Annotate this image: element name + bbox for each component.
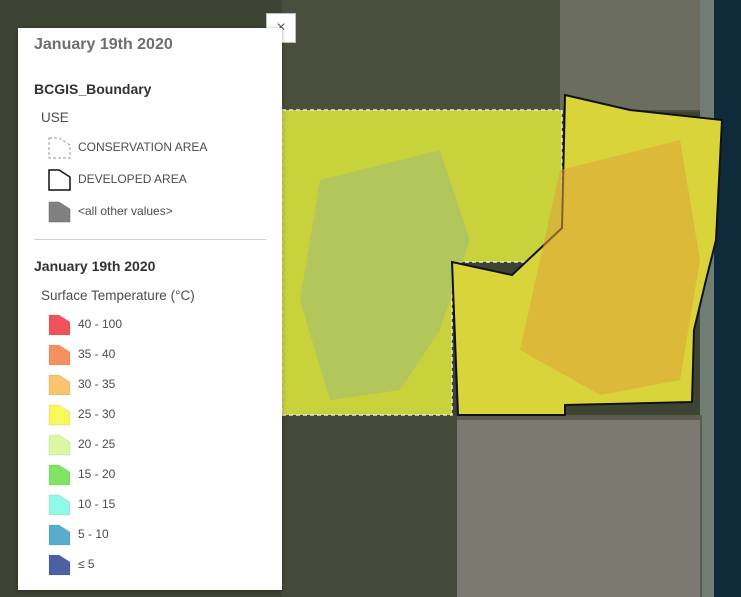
temperature-swatch bbox=[48, 524, 71, 546]
temperature-class-row: 40 - 100 bbox=[46, 313, 276, 337]
temperature-layer-title: January 19th 2020 bbox=[34, 258, 156, 274]
temperature-class-row: 25 - 30 bbox=[46, 403, 276, 427]
legend-divider bbox=[34, 239, 266, 240]
legend-item-label: <all other values> bbox=[78, 204, 173, 218]
basemap-southwest-wetland bbox=[282, 415, 457, 597]
temperature-swatch bbox=[48, 314, 71, 336]
legend-item-developed-area: DEVELOPED AREA bbox=[46, 168, 276, 192]
gray-polygon-symbol bbox=[48, 201, 71, 223]
temperature-class-label: 30 - 35 bbox=[78, 377, 116, 391]
basemap-south-urban bbox=[450, 420, 700, 597]
temperature-swatch bbox=[48, 554, 71, 576]
temperature-swatch bbox=[48, 374, 71, 396]
temperature-swatch bbox=[48, 464, 71, 486]
boundary-layer-title: BCGIS_Boundary bbox=[34, 81, 152, 97]
temperature-class-label: 35 - 40 bbox=[78, 347, 116, 361]
dashed-polygon-symbol bbox=[48, 137, 71, 159]
temperature-class-label: 25 - 30 bbox=[78, 407, 116, 421]
solid-polygon-symbol bbox=[48, 169, 71, 191]
temperature-swatch bbox=[48, 344, 71, 366]
basemap-northeast-urban bbox=[560, 0, 710, 110]
temperature-swatch bbox=[48, 494, 71, 516]
legend-title: January 19th 2020 bbox=[34, 36, 173, 53]
temperature-class-label: 5 - 10 bbox=[78, 527, 109, 541]
temperature-class-label: ≤ 5 bbox=[78, 557, 95, 571]
temperature-class-row: 35 - 40 bbox=[46, 343, 276, 367]
temperature-class-row: 15 - 20 bbox=[46, 463, 276, 487]
temperature-class-row: 30 - 35 bbox=[46, 373, 276, 397]
temperature-class-label: 10 - 15 bbox=[78, 497, 116, 511]
temperature-swatch bbox=[48, 434, 71, 456]
legend-item-label: DEVELOPED AREA bbox=[78, 172, 187, 186]
developed-warm-zone bbox=[520, 140, 700, 395]
temperature-swatch bbox=[48, 404, 71, 426]
temperature-class-row: ≤ 5 bbox=[46, 553, 276, 577]
conservation-cool-zone bbox=[300, 150, 470, 400]
legend-item-conservation-area: CONSERVATION AREA bbox=[46, 136, 276, 160]
boundary-field-label: USE bbox=[41, 110, 69, 125]
temperature-class-label: 40 - 100 bbox=[78, 317, 123, 331]
temperature-class-row: 5 - 10 bbox=[46, 523, 276, 547]
temperature-class-row: 10 - 15 bbox=[46, 493, 276, 517]
legend-item-all-other-values: <all other values> bbox=[46, 200, 276, 224]
legend-item-label: CONSERVATION AREA bbox=[78, 140, 208, 154]
temperature-class-label: 15 - 20 bbox=[78, 467, 116, 481]
ocean bbox=[712, 0, 741, 597]
temperature-field-label: Surface Temperature (°C) bbox=[41, 288, 195, 303]
legend-panel: January 19th 2020 BCGIS_Boundary USE CON… bbox=[18, 28, 282, 590]
temperature-class-label: 20 - 25 bbox=[78, 437, 116, 451]
temperature-class-row: 20 - 25 bbox=[46, 433, 276, 457]
